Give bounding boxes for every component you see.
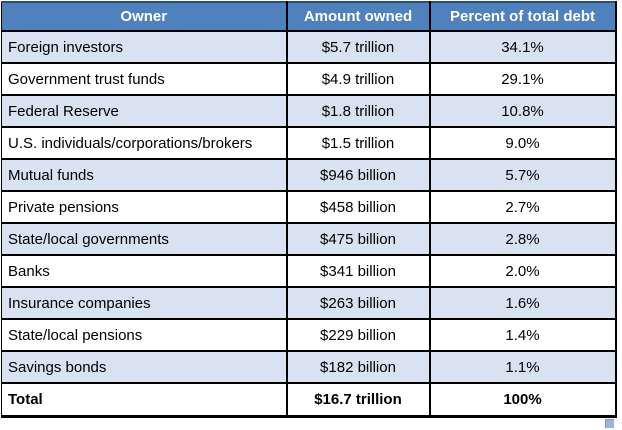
percent-cell[interactable]: 1.6% xyxy=(428,286,617,320)
total-percent-cell[interactable]: 100% xyxy=(428,382,617,418)
debt-ownership-table: Owner Amount owned Percent of total debt… xyxy=(1,1,617,418)
table-row: Savings bonds $182 billion 1.1% xyxy=(1,350,617,384)
owner-cell[interactable]: State/local governments xyxy=(1,222,288,256)
amount-cell[interactable]: $182 billion xyxy=(285,350,431,384)
amount-cell[interactable]: $5.7 trillion xyxy=(285,30,431,64)
owner-cell[interactable]: Private pensions xyxy=(1,190,288,224)
header-row: Owner Amount owned Percent of total debt xyxy=(1,1,617,32)
amount-cell[interactable]: $475 billion xyxy=(285,222,431,256)
percent-cell[interactable]: 2.0% xyxy=(428,254,617,288)
table-row: Mutual funds $946 billion 5.7% xyxy=(1,158,617,192)
percent-cell[interactable]: 29.1% xyxy=(428,62,617,96)
table-row: Federal Reserve $1.8 trillion 10.8% xyxy=(1,94,617,128)
header-amount[interactable]: Amount owned xyxy=(285,1,431,32)
owner-cell[interactable]: State/local pensions xyxy=(1,318,288,352)
table-row: Private pensions $458 billion 2.7% xyxy=(1,190,617,224)
percent-cell[interactable]: 2.8% xyxy=(428,222,617,256)
percent-cell[interactable]: 5.7% xyxy=(428,158,617,192)
table-row: Foreign investors $5.7 trillion 34.1% xyxy=(1,30,617,64)
header-owner[interactable]: Owner xyxy=(1,1,288,32)
table-row: Government trust funds $4.9 trillion 29.… xyxy=(1,62,617,96)
owner-cell[interactable]: Government trust funds xyxy=(1,62,288,96)
table-row: U.S. individuals/corporations/brokers $1… xyxy=(1,126,617,160)
percent-cell[interactable]: 1.4% xyxy=(428,318,617,352)
owner-cell[interactable]: Foreign investors xyxy=(1,30,288,64)
amount-cell[interactable]: $946 billion xyxy=(285,158,431,192)
owner-cell[interactable]: Insurance companies xyxy=(1,286,288,320)
percent-cell[interactable]: 2.7% xyxy=(428,190,617,224)
table-resize-handle-icon[interactable] xyxy=(605,419,614,428)
total-amount-cell[interactable]: $16.7 trillion xyxy=(285,382,431,418)
total-owner-cell[interactable]: Total xyxy=(1,382,288,418)
owner-cell[interactable]: Federal Reserve xyxy=(1,94,288,128)
table-row: Insurance companies $263 billion 1.6% xyxy=(1,286,617,320)
percent-cell[interactable]: 9.0% xyxy=(428,126,617,160)
owner-cell[interactable]: Savings bonds xyxy=(1,350,288,384)
percent-cell[interactable]: 1.1% xyxy=(428,350,617,384)
percent-cell[interactable]: 10.8% xyxy=(428,94,617,128)
owner-cell[interactable]: Mutual funds xyxy=(1,158,288,192)
amount-cell[interactable]: $341 billion xyxy=(285,254,431,288)
amount-cell[interactable]: $4.9 trillion xyxy=(285,62,431,96)
total-row: Total $16.7 trillion 100% xyxy=(1,382,617,418)
header-percent[interactable]: Percent of total debt xyxy=(428,1,617,32)
amount-cell[interactable]: $263 billion xyxy=(285,286,431,320)
amount-cell[interactable]: $229 billion xyxy=(285,318,431,352)
table-row: Banks $341 billion 2.0% xyxy=(1,254,617,288)
owner-cell[interactable]: U.S. individuals/corporations/brokers xyxy=(1,126,288,160)
owner-cell[interactable]: Banks xyxy=(1,254,288,288)
amount-cell[interactable]: $458 billion xyxy=(285,190,431,224)
table-row: State/local pensions $229 billion 1.4% xyxy=(1,318,617,352)
amount-cell[interactable]: $1.8 trillion xyxy=(285,94,431,128)
amount-cell[interactable]: $1.5 trillion xyxy=(285,126,431,160)
percent-cell[interactable]: 34.1% xyxy=(428,30,617,64)
table-row: State/local governments $475 billion 2.8… xyxy=(1,222,617,256)
